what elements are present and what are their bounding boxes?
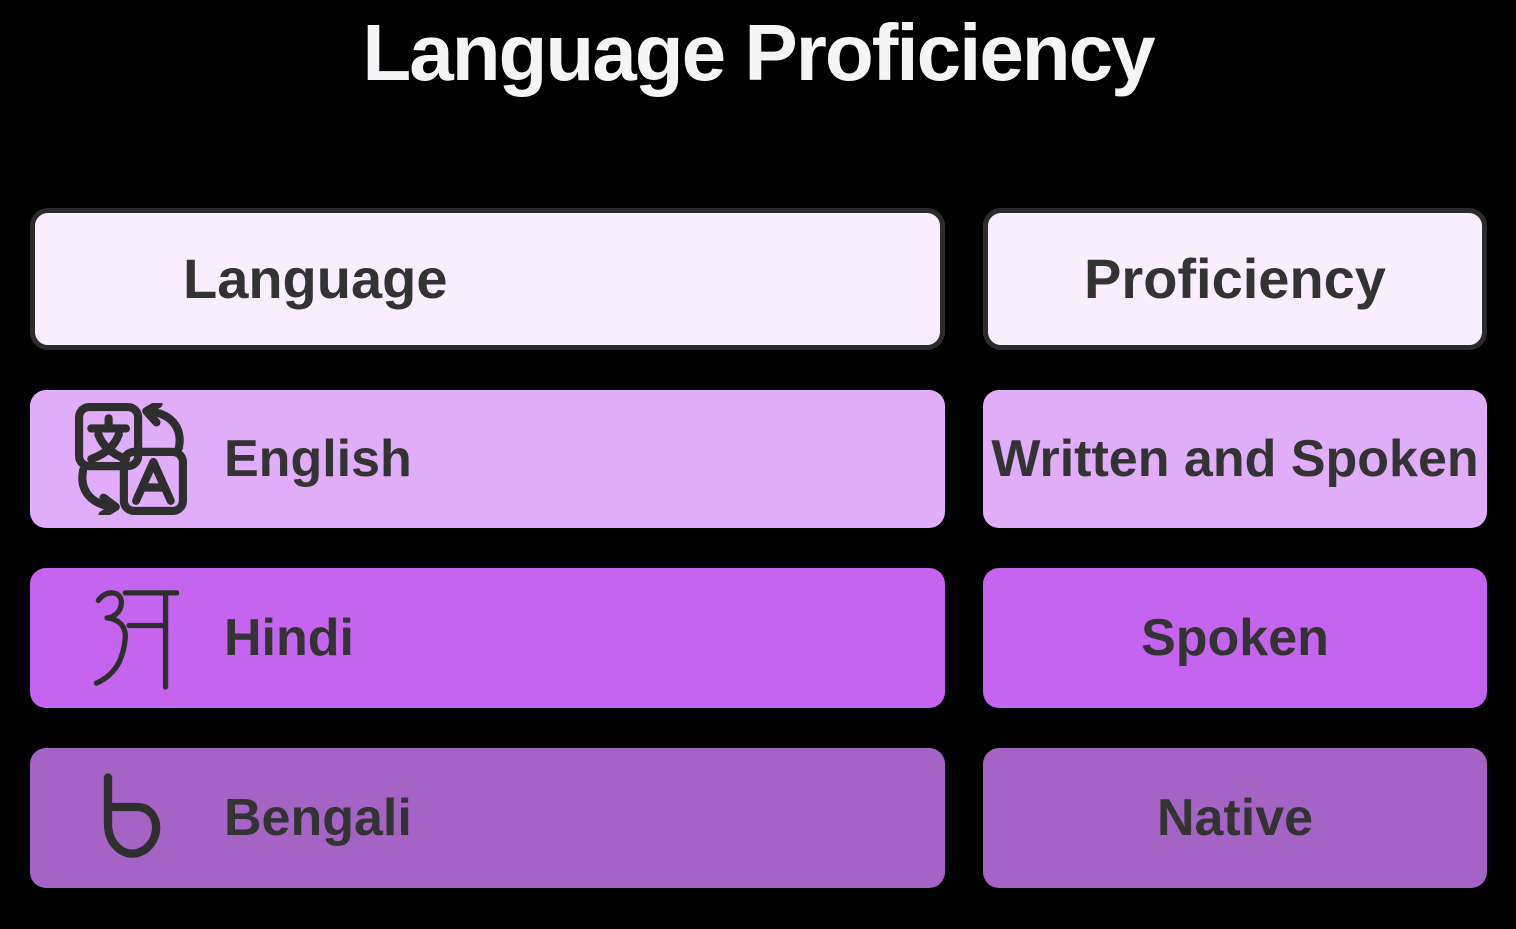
language-label: English	[224, 429, 412, 488]
language-cell-english: English	[30, 389, 945, 528]
proficiency-cell-hindi: Spoken	[983, 567, 1487, 708]
proficiency-cell-english: Written and Spoken	[983, 389, 1487, 528]
proficiency-label: Written and Spoken	[991, 429, 1479, 488]
header-language-label: Language	[183, 247, 448, 311]
language-label: Bengali	[224, 788, 412, 847]
language-label: Hindi	[224, 608, 354, 667]
language-cell-hindi: Hindi	[30, 567, 945, 708]
language-proficiency-table: Language Proficiency English Writt	[30, 207, 1487, 888]
bengali-letter-icon	[64, 772, 198, 864]
header-proficiency-label: Proficiency	[1084, 247, 1386, 311]
header-cell-language: Language	[30, 207, 945, 350]
page-title: Language Proficiency	[362, 8, 1155, 97]
proficiency-cell-bengali: Native	[983, 747, 1487, 888]
proficiency-label: Native	[1156, 788, 1314, 847]
translate-icon	[64, 402, 198, 515]
proficiency-label: Spoken	[1141, 608, 1329, 667]
devanagari-a-icon	[64, 585, 198, 691]
language-cell-bengali: Bengali	[30, 747, 945, 888]
header-cell-proficiency: Proficiency	[983, 207, 1487, 350]
